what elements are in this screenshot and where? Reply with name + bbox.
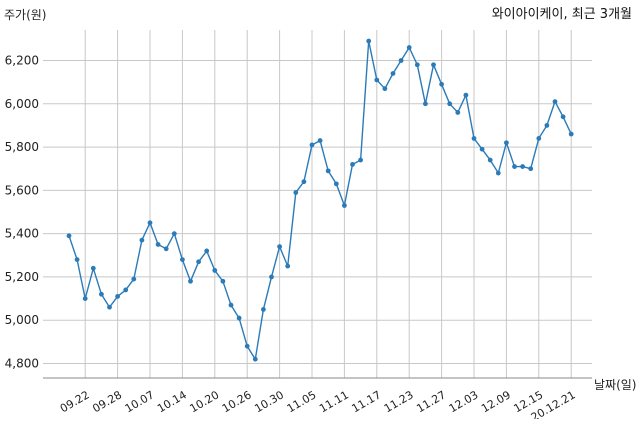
data-point [261,306,266,312]
y-axis-label: 주가(원) [4,8,46,22]
x-tick-label: 11.05 [285,388,319,415]
data-point [285,263,291,269]
data-point [171,231,177,237]
data-point [560,114,566,120]
data-point [212,268,218,273]
data-point [115,294,120,299]
data-point [463,92,469,98]
data-point [544,123,550,128]
y-tick-label: 6,200 [5,54,39,68]
data-point [414,62,420,68]
data-point [155,242,161,247]
data-point [528,166,534,172]
x-tick-label: 10.26 [220,388,254,415]
data-point [358,157,363,163]
y-tick-label: 5,000 [5,313,39,327]
x-tick-label: 11.11 [317,388,351,415]
data-point [236,315,242,321]
data-point [487,157,493,163]
data-point [504,140,509,146]
series [66,38,574,362]
data-point [568,131,574,137]
y-tick-label: 5,600 [5,183,39,197]
data-point [520,164,525,169]
data-point [131,276,137,282]
data-point [455,110,461,115]
data-point [252,356,258,362]
data-point [536,136,542,141]
x-tick-label: 10.20 [188,388,222,415]
x-tick-label: 10.14 [155,388,189,415]
data-point [220,278,226,284]
data-point [317,138,323,143]
data-point [552,99,558,105]
y-tick-label: 5,800 [5,140,39,154]
data-point [342,203,347,208]
data-point [374,77,380,83]
data-point [196,259,202,265]
data-point [74,257,80,263]
data-point [512,164,517,169]
x-tick-label: 12.03 [447,388,481,415]
axes: 4,800 5,000 5,200 5,400 5,600 5,800 6,000 6,200… [5,54,592,423]
data-point [479,146,485,152]
x-tick-label: 10.30 [252,388,286,415]
data-point [325,168,331,174]
data-point [495,170,501,176]
data-point [398,58,404,63]
data-point [277,244,282,250]
data-point [228,302,234,308]
data-point [471,136,477,141]
data-point [390,71,396,76]
x-axis-label: 날짜(일) [594,378,636,392]
data-point [406,45,412,50]
data-point [309,142,315,148]
data-point [163,246,169,252]
data-point [99,291,104,297]
data-point [301,179,307,185]
x-tick-label: 09.28 [90,388,124,415]
data-point [293,190,299,195]
data-point [269,274,274,280]
x-tick-label: 09.22 [58,388,92,415]
data-point [107,304,112,310]
y-tick-label: 5,200 [5,270,39,284]
labels: 주가(원) 와이아이케이, 최근 3개월 날짜(일) [4,7,636,392]
data-point [431,62,436,68]
data-point [333,181,339,187]
data-point [204,248,210,254]
data-point [180,257,185,263]
data-point [123,287,129,293]
data-point [439,81,444,87]
chart-title: 와이아이케이, 최근 3개월 [492,7,632,22]
x-tick-label: 11.27 [414,388,448,415]
x-tick-label: 11.23 [382,388,416,415]
x-tick-label: 12.09 [479,388,513,415]
y-tick-label: 6,000 [5,97,39,111]
data-point [188,278,193,284]
data-point [82,296,88,301]
data-point [447,101,453,107]
data-point [423,101,428,107]
data-point [350,161,355,167]
data-point [147,220,153,226]
data-point [139,237,145,243]
x-tick-label: 11.17 [350,388,384,415]
y-tick-label: 4,800 [5,357,39,371]
x-tick-label: 10.07 [123,388,157,415]
y-tick-label: 5,400 [5,227,39,241]
data-point [66,233,72,239]
data-point [382,86,388,92]
data-point [244,343,250,349]
data-point [90,265,96,271]
data-point [366,38,372,44]
series-line [68,40,572,360]
grid [43,30,592,378]
